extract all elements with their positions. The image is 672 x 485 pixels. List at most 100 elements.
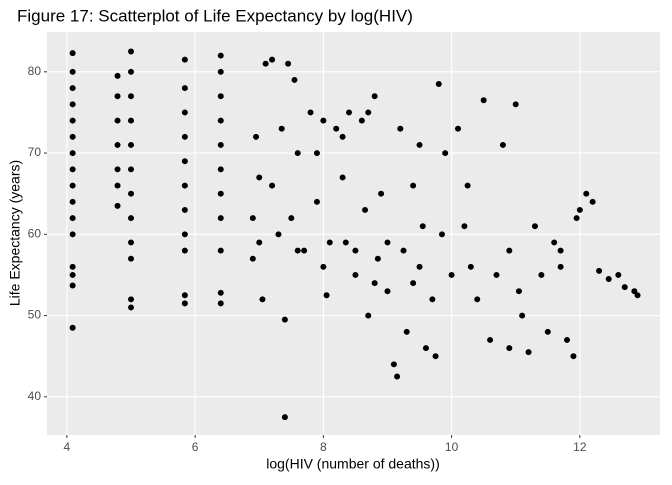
point: [69, 182, 76, 189]
point: [596, 267, 603, 274]
point: [371, 280, 378, 287]
point: [181, 247, 188, 254]
point: [435, 81, 442, 87]
point: [127, 255, 134, 262]
point: [127, 215, 134, 222]
point: [455, 125, 462, 132]
point: [634, 292, 641, 299]
point: [249, 255, 256, 262]
point: [181, 85, 188, 92]
point: [525, 349, 532, 356]
point: [69, 50, 76, 57]
point: [605, 276, 612, 282]
point: [69, 150, 76, 157]
point: [294, 247, 301, 254]
y-tick-label: 50: [28, 308, 42, 322]
y-tick-label: 70: [28, 145, 42, 159]
point: [339, 133, 346, 140]
point: [69, 263, 76, 270]
point: [467, 263, 474, 270]
point: [384, 288, 391, 295]
point: [551, 239, 558, 246]
point: [313, 150, 320, 157]
point: [394, 373, 401, 380]
point: [512, 101, 519, 108]
point: [464, 182, 471, 189]
point: [403, 328, 410, 335]
point: [69, 282, 76, 289]
point: [544, 328, 551, 335]
point: [442, 150, 449, 157]
point: [256, 174, 263, 181]
x-tick-label: 4: [64, 440, 71, 454]
point: [127, 239, 134, 246]
point: [278, 125, 285, 132]
point: [69, 215, 76, 222]
point: [461, 223, 468, 230]
point: [69, 68, 76, 75]
point: [352, 271, 359, 278]
point: [474, 296, 481, 303]
x-tick-label: 6: [192, 440, 199, 454]
point: [269, 56, 276, 63]
panel: [47, 32, 660, 435]
point: [429, 296, 436, 303]
point: [69, 133, 76, 140]
point: [262, 60, 269, 67]
point: [69, 117, 76, 124]
point: [410, 182, 417, 189]
point: [217, 215, 224, 222]
point: [362, 206, 369, 213]
point: [564, 336, 571, 343]
point: [181, 300, 188, 307]
point: [519, 312, 526, 319]
point: [127, 93, 134, 100]
point: [506, 345, 513, 352]
point: [621, 284, 628, 291]
point: [487, 336, 494, 343]
point: [127, 48, 134, 55]
point: [384, 239, 391, 246]
point: [557, 247, 564, 254]
point: [589, 198, 596, 205]
point: [320, 117, 327, 124]
point: [365, 312, 372, 319]
point: [448, 271, 455, 278]
point: [69, 198, 76, 205]
point: [615, 271, 622, 278]
x-tick-label: 10: [445, 440, 459, 454]
point: [114, 182, 121, 189]
point: [410, 280, 417, 287]
point: [390, 361, 397, 368]
point: [506, 247, 513, 254]
point: [217, 190, 224, 197]
point: [69, 271, 76, 278]
point: [416, 263, 423, 270]
point: [259, 296, 266, 303]
point: [217, 247, 224, 254]
x-tick-label: 12: [573, 440, 587, 454]
point: [422, 345, 429, 352]
point: [400, 247, 407, 254]
point: [583, 190, 590, 197]
point: [365, 109, 372, 116]
point: [342, 239, 349, 246]
point: [371, 93, 378, 100]
point: [256, 239, 263, 246]
point: [480, 97, 487, 104]
chart-title: Figure 17: Scatterplot of Life Expectanc…: [17, 6, 413, 25]
point: [69, 166, 76, 173]
point: [378, 190, 385, 197]
point: [114, 93, 121, 100]
x-tick-label: 8: [320, 440, 327, 454]
point: [333, 125, 340, 132]
point: [515, 288, 522, 295]
point: [69, 324, 76, 331]
point: [253, 133, 260, 140]
point: [285, 60, 292, 67]
point: [217, 93, 224, 100]
point: [557, 263, 564, 270]
point: [127, 68, 134, 75]
point: [419, 223, 426, 230]
point: [416, 141, 423, 148]
